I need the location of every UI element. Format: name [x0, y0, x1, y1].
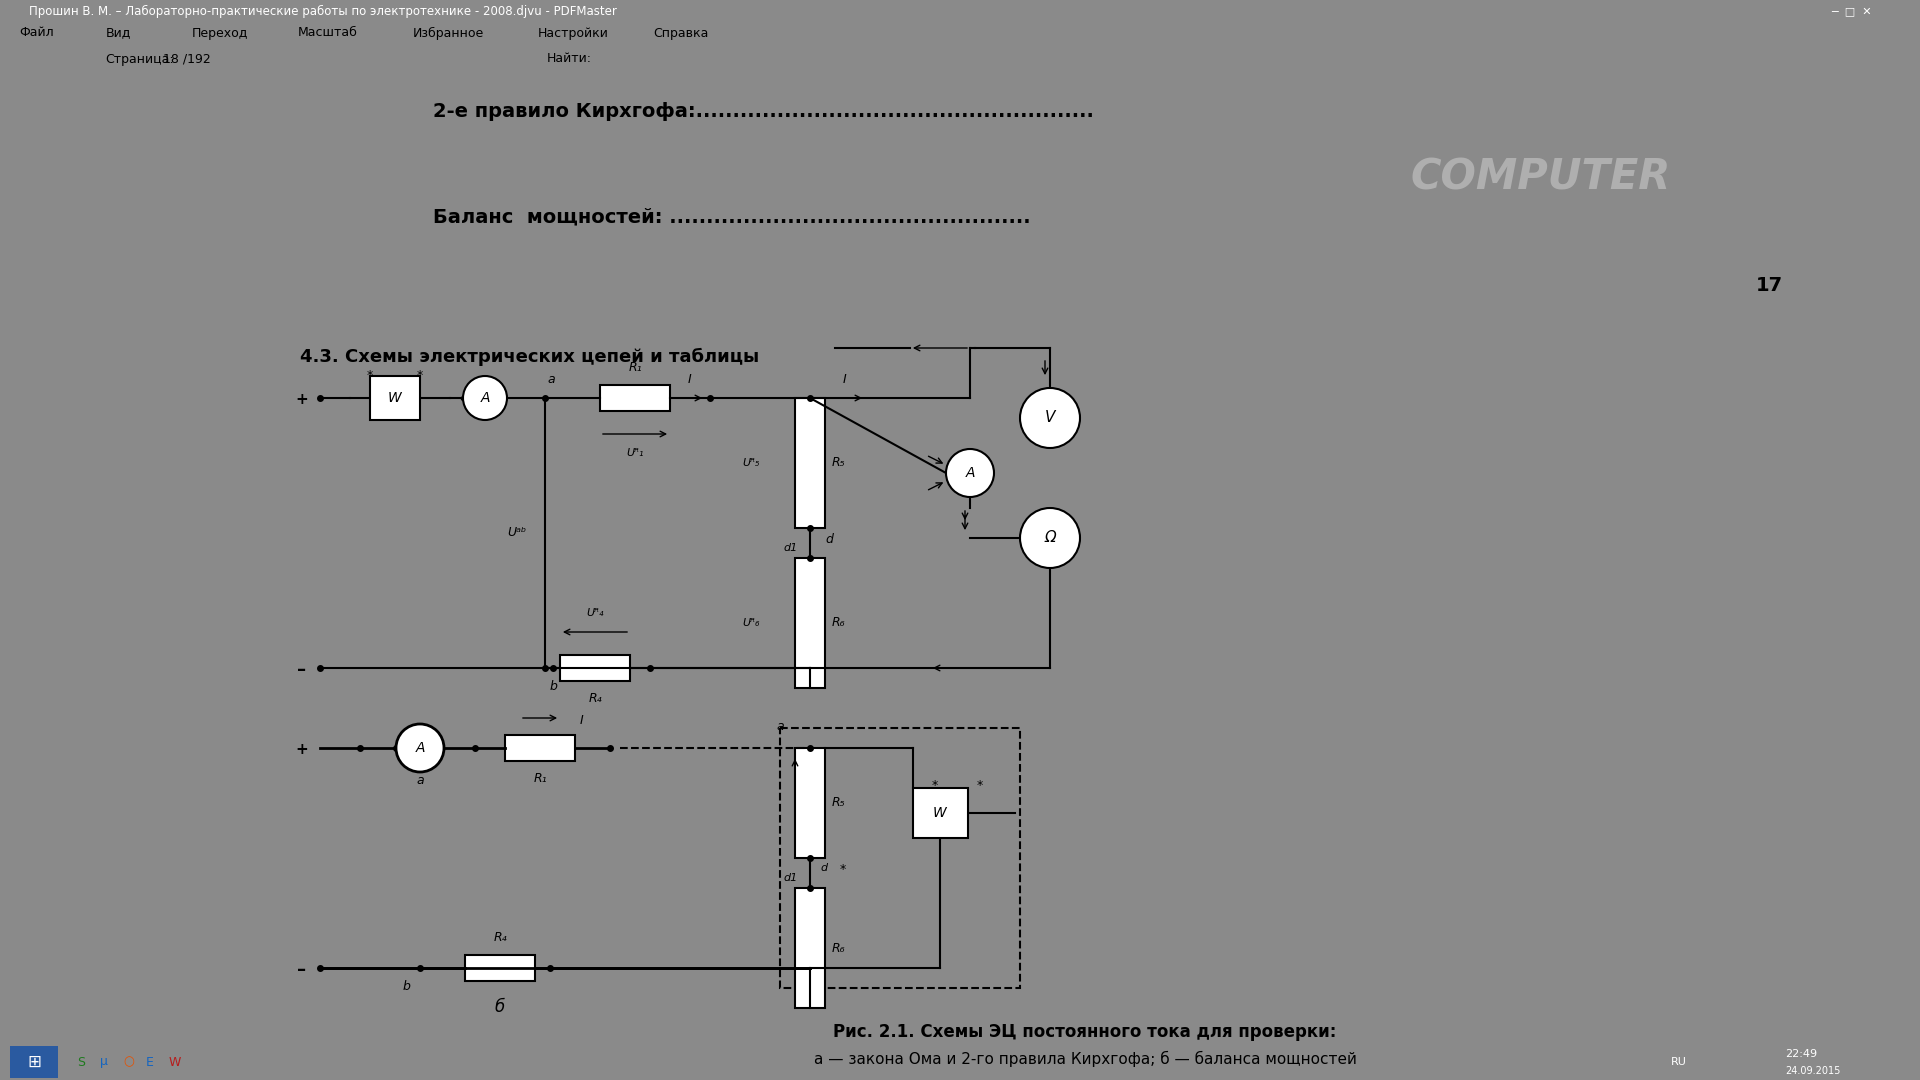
Text: 22:49: 22:49 — [1786, 1049, 1818, 1059]
Text: R₄: R₄ — [588, 692, 601, 705]
Text: b: b — [549, 680, 559, 693]
Text: +: + — [296, 743, 309, 757]
Text: R₅: R₅ — [831, 457, 845, 470]
Text: 4.3. Схемы электрических цепей и таблицы: 4.3. Схемы электрических цепей и таблицы — [300, 348, 758, 366]
FancyBboxPatch shape — [795, 888, 826, 1008]
Text: W: W — [169, 1055, 180, 1068]
Text: –: – — [298, 661, 307, 679]
Text: Настройки: Настройки — [538, 27, 609, 40]
Text: Файл: Файл — [19, 27, 54, 40]
Text: Ω: Ω — [1044, 530, 1056, 545]
Text: *: * — [417, 369, 422, 382]
Text: *: * — [931, 779, 939, 792]
Text: A: A — [480, 391, 490, 405]
Text: b: b — [401, 980, 411, 993]
FancyBboxPatch shape — [795, 558, 826, 688]
Text: Масштаб: Масштаб — [298, 27, 357, 40]
Text: Переход: Переход — [192, 27, 248, 40]
Text: Uᴿ₆: Uᴿ₆ — [743, 618, 760, 627]
Text: Избранное: Избранное — [413, 27, 484, 40]
Text: I: I — [843, 373, 847, 386]
FancyBboxPatch shape — [465, 955, 536, 981]
Text: R₁: R₁ — [628, 361, 641, 374]
Text: Uᴿ₁: Uᴿ₁ — [626, 448, 643, 458]
Text: W: W — [388, 391, 401, 405]
Text: R₁: R₁ — [534, 772, 547, 785]
Text: +: + — [296, 392, 309, 407]
Text: ○: ○ — [123, 1055, 134, 1068]
Text: a: a — [776, 720, 783, 733]
FancyBboxPatch shape — [10, 1045, 58, 1078]
Text: W: W — [933, 806, 947, 820]
Text: d: d — [820, 863, 828, 873]
Text: R₄: R₄ — [493, 931, 507, 944]
Text: E: E — [146, 1055, 154, 1068]
Text: *: * — [841, 863, 847, 876]
Circle shape — [396, 724, 444, 772]
Text: ─  □  ✕: ─ □ ✕ — [1832, 6, 1872, 16]
Text: –: – — [298, 961, 307, 978]
FancyBboxPatch shape — [599, 384, 670, 411]
Text: R₆: R₆ — [831, 617, 845, 630]
Text: *: * — [977, 779, 983, 792]
Text: S: S — [77, 1055, 84, 1068]
Text: 2-е правило Кирхгофа:......................................................: 2-е правило Кирхгофа:...................… — [434, 102, 1094, 121]
Text: Справка: Справка — [653, 27, 708, 40]
Text: 24.09.2015: 24.09.2015 — [1786, 1066, 1841, 1076]
Text: R₅: R₅ — [831, 797, 845, 810]
Text: Страница:: Страница: — [106, 53, 175, 66]
Text: I: I — [687, 373, 691, 386]
Text: μ: μ — [100, 1055, 108, 1068]
Text: Рис. 2.1. Схемы ЭЦ постоянного тока для проверки:: Рис. 2.1. Схемы ЭЦ постоянного тока для … — [833, 1023, 1336, 1041]
Text: d1: d1 — [783, 543, 799, 553]
Circle shape — [1020, 388, 1079, 448]
Text: COMPUTER: COMPUTER — [1411, 157, 1670, 199]
FancyBboxPatch shape — [371, 376, 420, 420]
Text: I: I — [580, 714, 584, 727]
Text: Uᵃᵇ: Uᵃᵇ — [507, 526, 526, 540]
Text: Вид: Вид — [106, 27, 131, 40]
Text: Баланс  мощностей: .................................................: Баланс мощностей: ......................… — [434, 207, 1031, 227]
FancyBboxPatch shape — [795, 399, 826, 528]
Text: б: б — [495, 998, 505, 1016]
Text: Uᴿ₄: Uᴿ₄ — [586, 608, 603, 618]
FancyBboxPatch shape — [912, 788, 968, 838]
Text: Найти:: Найти: — [547, 53, 591, 66]
Text: RU: RU — [1670, 1057, 1686, 1067]
Text: Uᴿ₅: Uᴿ₅ — [743, 458, 760, 468]
Text: V: V — [1044, 410, 1056, 426]
Text: d1: d1 — [783, 873, 799, 883]
Text: d: d — [826, 534, 833, 546]
FancyBboxPatch shape — [795, 748, 826, 858]
Text: ⊞: ⊞ — [27, 1053, 42, 1071]
Circle shape — [947, 449, 995, 497]
Text: A: A — [415, 741, 424, 755]
Text: a: a — [417, 774, 424, 787]
Circle shape — [463, 376, 507, 420]
Text: 17: 17 — [1757, 276, 1784, 296]
Text: *: * — [367, 369, 372, 382]
Circle shape — [1020, 508, 1079, 568]
FancyBboxPatch shape — [561, 654, 630, 681]
FancyBboxPatch shape — [505, 735, 574, 761]
Text: а — закона Ома и 2-го правила Кирхгофа; б — баланса мощностей: а — закона Ома и 2-го правила Кирхгофа; … — [814, 1051, 1356, 1067]
Text: A: A — [966, 465, 975, 480]
Text: a: a — [547, 373, 555, 386]
Text: R₆: R₆ — [831, 942, 845, 955]
Text: Прошин В. М. – Лабораторно-практические работы по электротехнике - 2008.djvu - P: Прошин В. М. – Лабораторно-практические … — [29, 4, 616, 17]
Text: 18 /192: 18 /192 — [163, 53, 211, 66]
